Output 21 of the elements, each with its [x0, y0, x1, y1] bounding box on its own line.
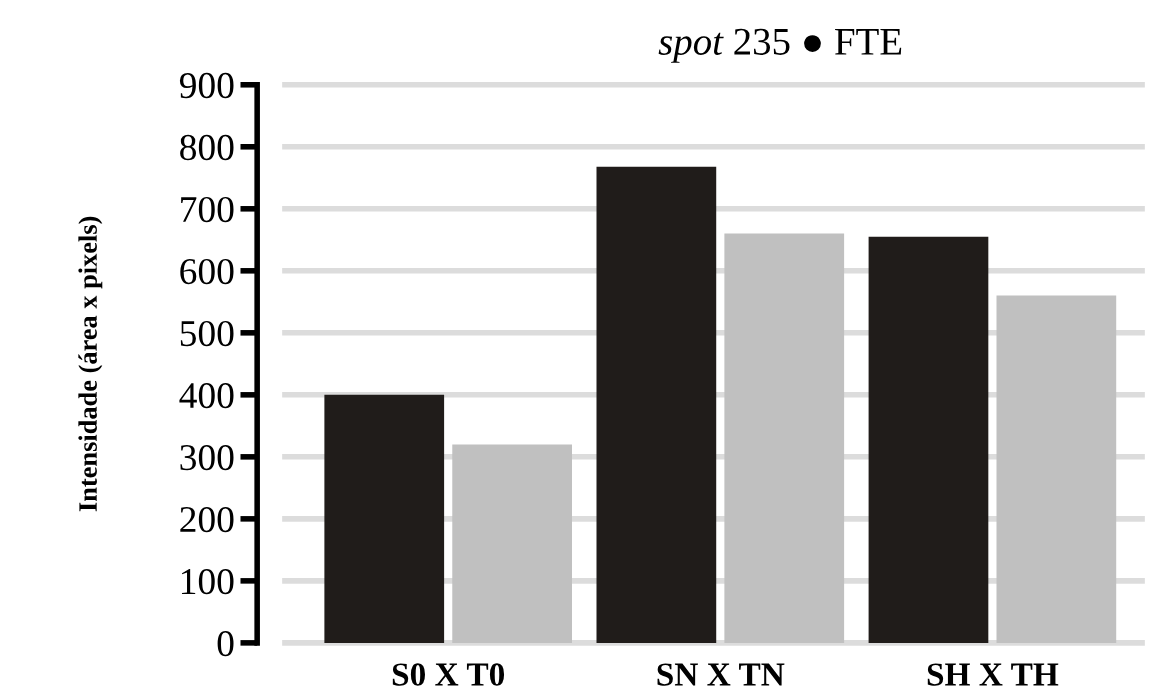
y-tick-label: 800 — [180, 134, 234, 161]
y-tick-label: 400 — [179, 382, 234, 409]
y-tick-label: 100 — [181, 568, 234, 595]
bar — [452, 444, 573, 643]
y-tick-label: 600 — [180, 258, 234, 285]
bar — [996, 295, 1117, 643]
y-tick-label: 700 — [181, 196, 234, 223]
y-tick-label: 900 — [179, 72, 234, 99]
x-tick-label: SH X TH — [927, 663, 1059, 686]
y-tick-label: 500 — [180, 320, 234, 347]
bar — [724, 233, 845, 643]
bar — [596, 166, 717, 643]
y-tick-label: 200 — [180, 506, 234, 533]
bar — [324, 394, 445, 643]
y-tick-label: 300 — [180, 444, 234, 471]
chart-title: spot 235 ● FTE — [658, 28, 902, 63]
y-axis-title: Intensidade (área x pixels) — [78, 216, 103, 512]
x-tick-label: S0 X T0 — [392, 663, 505, 686]
y-tick-label: 0 — [217, 630, 234, 657]
x-tick-label: SN X TN — [657, 663, 785, 686]
bar — [868, 236, 989, 643]
